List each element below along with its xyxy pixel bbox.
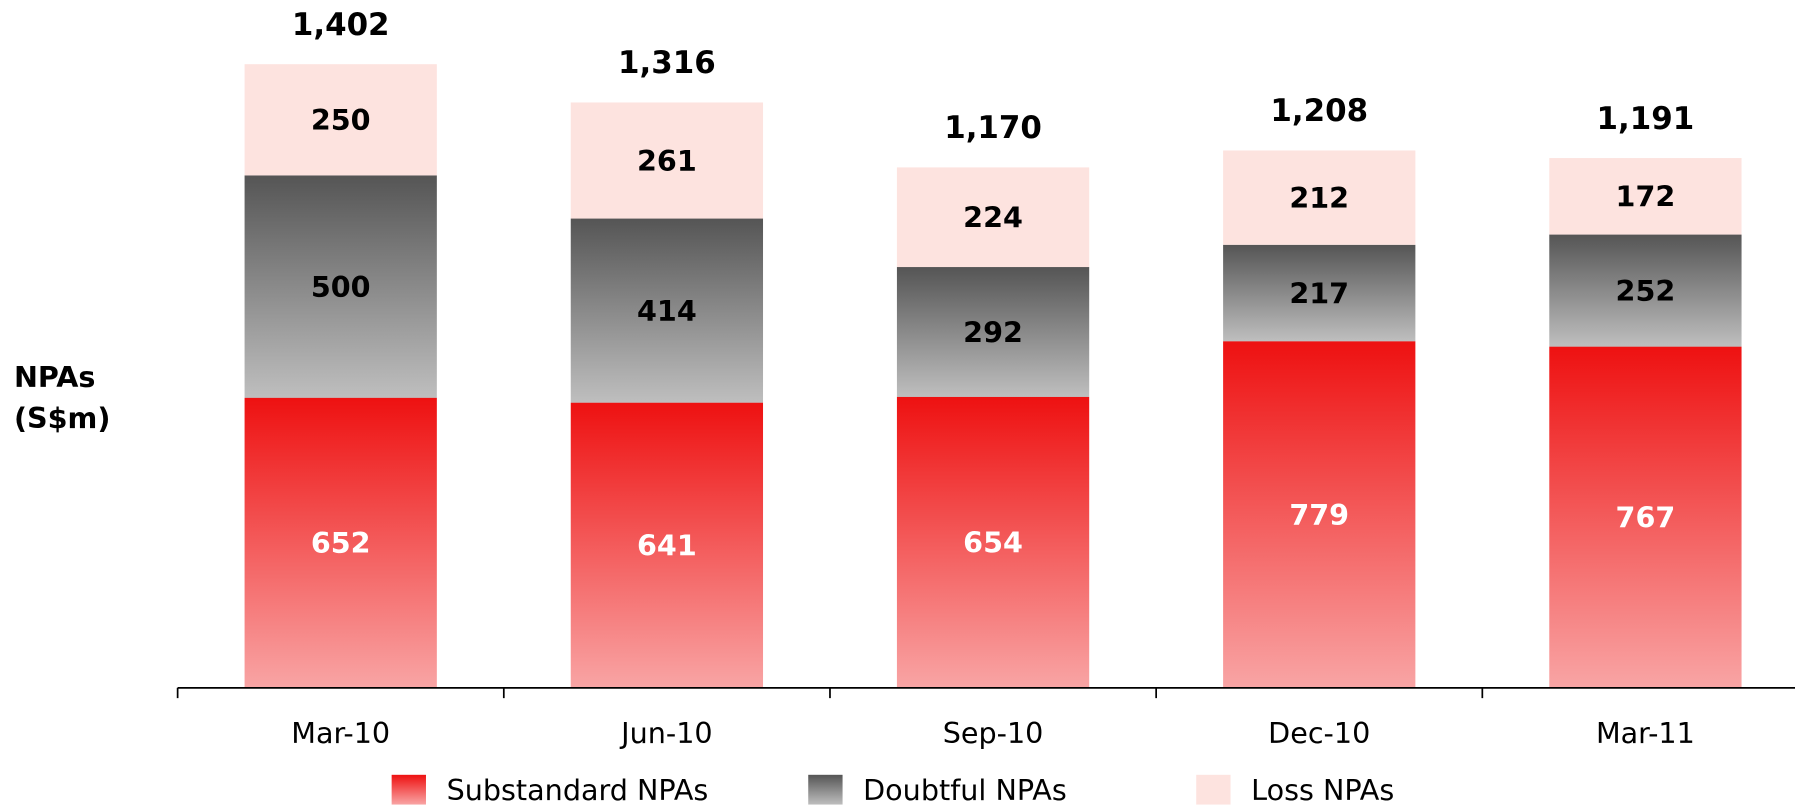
x-tick-label: Mar-11 xyxy=(1596,716,1695,750)
bar-segment xyxy=(1549,234,1742,347)
legend-swatch xyxy=(1196,774,1231,805)
bar-segment xyxy=(570,402,764,688)
legend-label: Substandard NPAs xyxy=(447,773,709,807)
bar-segment xyxy=(570,102,764,219)
bar-segment xyxy=(244,397,437,688)
total-label: 1,316 xyxy=(618,45,716,81)
value-label: 767 xyxy=(1616,501,1676,535)
x-tick-label: Dec-10 xyxy=(1268,716,1370,750)
total-label: 1,191 xyxy=(1597,101,1695,137)
value-label: 292 xyxy=(963,315,1023,349)
value-label: 779 xyxy=(1289,498,1349,532)
value-label: 217 xyxy=(1289,276,1349,310)
value-label: 414 xyxy=(637,294,697,328)
bar-segment xyxy=(244,64,437,176)
bar-segment xyxy=(896,267,1090,397)
value-label: 212 xyxy=(1289,181,1349,215)
x-tick-label: Jun-10 xyxy=(619,716,712,750)
bar-segment xyxy=(1223,244,1416,342)
value-label: 652 xyxy=(311,526,371,560)
bar-segment xyxy=(896,396,1090,688)
legend-label: Loss NPAs xyxy=(1251,773,1394,807)
total-label: 1,170 xyxy=(944,110,1042,146)
value-label: 641 xyxy=(637,529,697,563)
bar-segment xyxy=(1549,158,1742,235)
legend-label: Doubtful NPAs xyxy=(863,773,1067,807)
value-label: 261 xyxy=(637,144,697,178)
bar-segment xyxy=(1549,346,1742,688)
bar-segment xyxy=(1223,150,1416,245)
legend-swatch xyxy=(391,774,426,805)
y-axis-label: NPAs xyxy=(14,360,95,394)
bar-segment xyxy=(244,175,437,398)
value-label: 252 xyxy=(1616,274,1676,308)
legend-swatch xyxy=(808,774,843,805)
bar-segment xyxy=(896,167,1090,268)
bar-segment xyxy=(570,218,764,403)
value-label: 250 xyxy=(311,103,371,137)
value-label: 172 xyxy=(1616,180,1676,214)
y-axis-label: (S$m) xyxy=(14,401,110,435)
value-label: 500 xyxy=(311,270,371,304)
value-label: 654 xyxy=(963,526,1023,560)
x-tick-label: Sep-10 xyxy=(943,716,1044,750)
value-label: 224 xyxy=(963,200,1023,234)
total-label: 1,208 xyxy=(1270,93,1368,129)
x-tick-label: Mar-10 xyxy=(291,716,390,750)
bar-segment xyxy=(1223,341,1416,688)
total-label: 1,402 xyxy=(292,7,390,43)
